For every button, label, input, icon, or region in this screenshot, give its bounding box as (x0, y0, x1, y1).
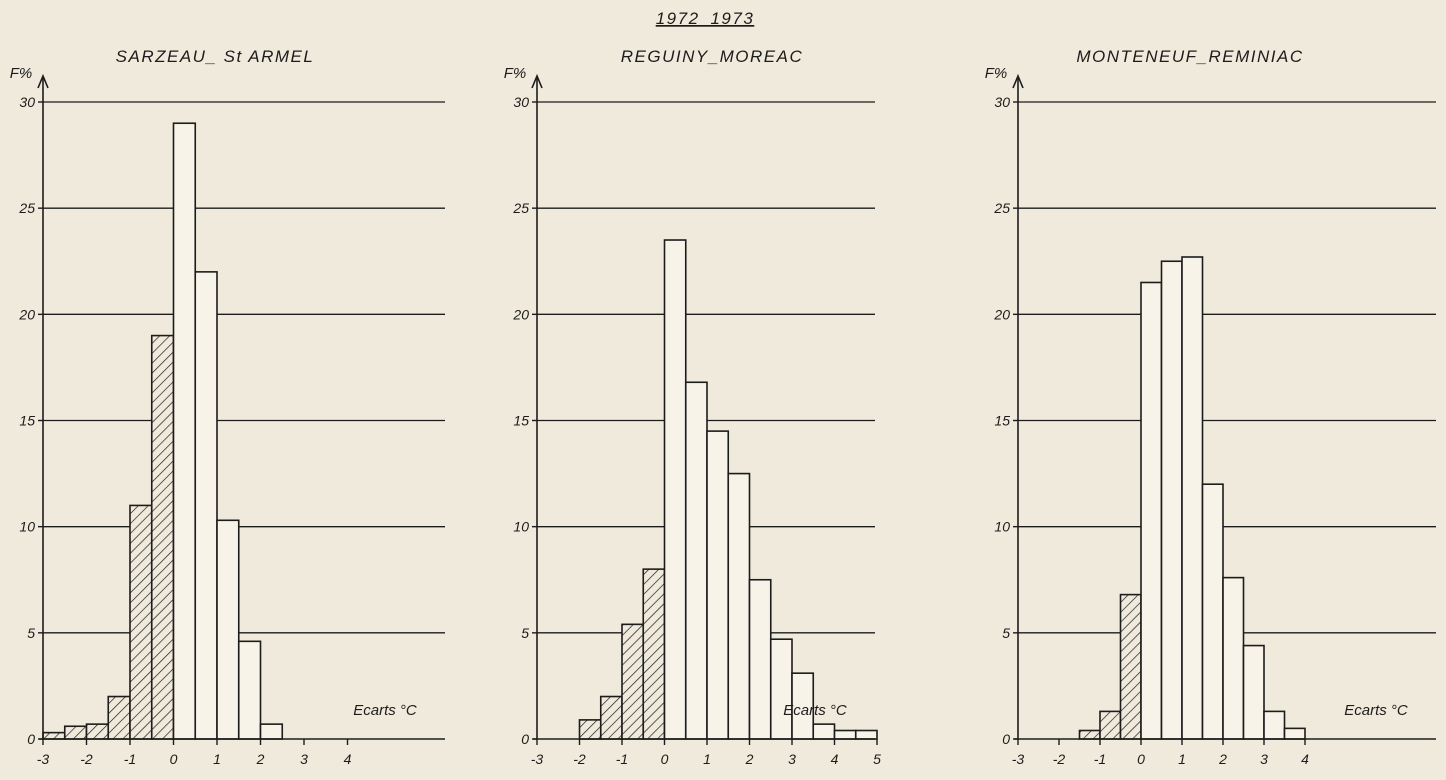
x-tick-label: 1 (703, 751, 711, 767)
histogram-bar-negative (107, 695, 131, 740)
x-tick-label: 2 (745, 751, 754, 767)
x-tick-label: 4 (1301, 751, 1309, 767)
y-tick-label: 25 (512, 200, 529, 216)
y-tick-label: 10 (19, 519, 35, 535)
x-tick-label: -1 (1094, 751, 1106, 767)
histogram-bar (194, 271, 218, 740)
histogram-bar-negative (621, 623, 645, 740)
x-tick-label: 0 (1137, 751, 1145, 767)
histogram-bar-negative (1119, 593, 1142, 740)
x-tick-label: -1 (124, 751, 136, 767)
x-tick-label: -3 (1012, 751, 1025, 767)
y-axis-arrow (37, 73, 49, 89)
y-tick-label: 20 (512, 306, 529, 322)
y-tick-label: 25 (993, 200, 1010, 216)
y-axis-label: F% (985, 65, 1008, 82)
histogram-bar-negative (599, 695, 623, 740)
x-tick-label: -3 (37, 751, 50, 767)
y-tick-label: 20 (18, 306, 35, 322)
y-tick-label: 5 (521, 625, 529, 641)
histogram-bar (216, 519, 240, 740)
histogram-bar-negative (42, 731, 66, 740)
histogram-bar (706, 430, 730, 740)
y-tick-label: 30 (513, 94, 529, 110)
x-tick-label: -2 (1053, 751, 1066, 767)
x-tick-label: 1 (1178, 751, 1186, 767)
x-tick-label: -1 (616, 751, 628, 767)
histogram-bar (1283, 727, 1306, 740)
histogram-bar (769, 638, 793, 740)
histogram-bar-negative (85, 723, 110, 740)
y-tick-label: 0 (27, 731, 35, 747)
histogram-bar (812, 723, 836, 740)
histogram-bar (684, 381, 708, 740)
x-tick-label: 4 (344, 751, 352, 767)
histogram-bar (259, 723, 284, 740)
y-tick-label: 30 (19, 94, 35, 110)
x-axis-label: Ecarts °C (783, 702, 847, 719)
histogram-bar (1160, 260, 1183, 740)
panel-title: REGUINY_MOREAC (621, 47, 804, 66)
histogram-bar-negative (642, 568, 666, 740)
y-tick-label: 15 (19, 413, 35, 429)
x-tick-label: 3 (788, 751, 796, 767)
y-tick-label: 0 (1002, 731, 1010, 747)
histogram-bar (833, 729, 857, 740)
x-tick-label: 2 (1218, 751, 1227, 767)
y-tick-label: 5 (27, 625, 35, 641)
figure-title: 1972_1973 (656, 9, 755, 28)
y-axis-label: F% (504, 65, 527, 82)
y-tick-label: 10 (513, 519, 529, 535)
histogram-panel: SARZEAU_ St ARMEL 0 5 10 15 20 25 30 -3 -2 -1 0 1 2 3 4… (10, 47, 445, 767)
y-axis-arrow (531, 73, 543, 89)
histogram-bar-negative (150, 334, 175, 740)
x-tick-label: 1 (213, 751, 221, 767)
histogram-bar (1140, 281, 1163, 740)
y-tick-label: 10 (994, 519, 1010, 535)
histogram-bar-negative (578, 719, 602, 740)
x-tick-label: 4 (831, 751, 839, 767)
histogram-bar (1181, 256, 1204, 740)
histogram-bar (1263, 710, 1286, 740)
y-tick-label: 20 (993, 306, 1010, 322)
histogram-bar (237, 640, 262, 740)
y-axis-arrow (1012, 73, 1024, 89)
histogram-panel: REGUINY_MOREAC 0 5 10 15 20 25 30 -3 -2 -1 0 1 2 3 4 5 F%… (504, 47, 881, 767)
histogram-bar-negative (1099, 710, 1122, 740)
histogram-bar (172, 122, 197, 740)
x-tick-label: -3 (531, 751, 544, 767)
x-tick-label: 3 (300, 751, 308, 767)
histogram-bar (1201, 483, 1224, 740)
x-tick-label: -2 (573, 751, 586, 767)
histogram-bar (748, 578, 772, 740)
histogram-bar-negative (1078, 729, 1101, 740)
x-axis-label: Ecarts °C (353, 702, 417, 719)
histogram-bar (727, 472, 751, 740)
x-tick-label: 0 (170, 751, 178, 767)
y-tick-label: 30 (994, 94, 1010, 110)
panel-title: SARZEAU_ St ARMEL (116, 47, 315, 66)
histogram-bar (1242, 644, 1265, 740)
x-tick-label: 0 (661, 751, 669, 767)
histogram-panel: MONTENEUF_REMINIAC 0 5 10 15 20 25 30 -3 -2 -1 0 1 2 3… (985, 47, 1436, 767)
y-tick-label: 5 (1002, 625, 1010, 641)
x-axis-label: Ecarts °C (1344, 702, 1408, 719)
histogram-bar (663, 239, 687, 740)
x-tick-label: 2 (256, 751, 265, 767)
histogram-bar-negative (129, 504, 153, 740)
y-tick-label: 25 (18, 200, 35, 216)
x-tick-label: -2 (80, 751, 93, 767)
y-tick-label: 0 (521, 731, 529, 747)
histogram-bar (854, 729, 878, 740)
histogram-bar-negative (63, 725, 88, 740)
y-tick-label: 15 (513, 413, 529, 429)
x-tick-label: 5 (873, 751, 881, 767)
x-tick-label: 3 (1260, 751, 1268, 767)
y-axis-label: F% (10, 65, 33, 82)
panel-title: MONTENEUF_REMINIAC (1076, 47, 1303, 66)
histogram-bar (1222, 576, 1245, 740)
y-tick-label: 15 (994, 413, 1010, 429)
